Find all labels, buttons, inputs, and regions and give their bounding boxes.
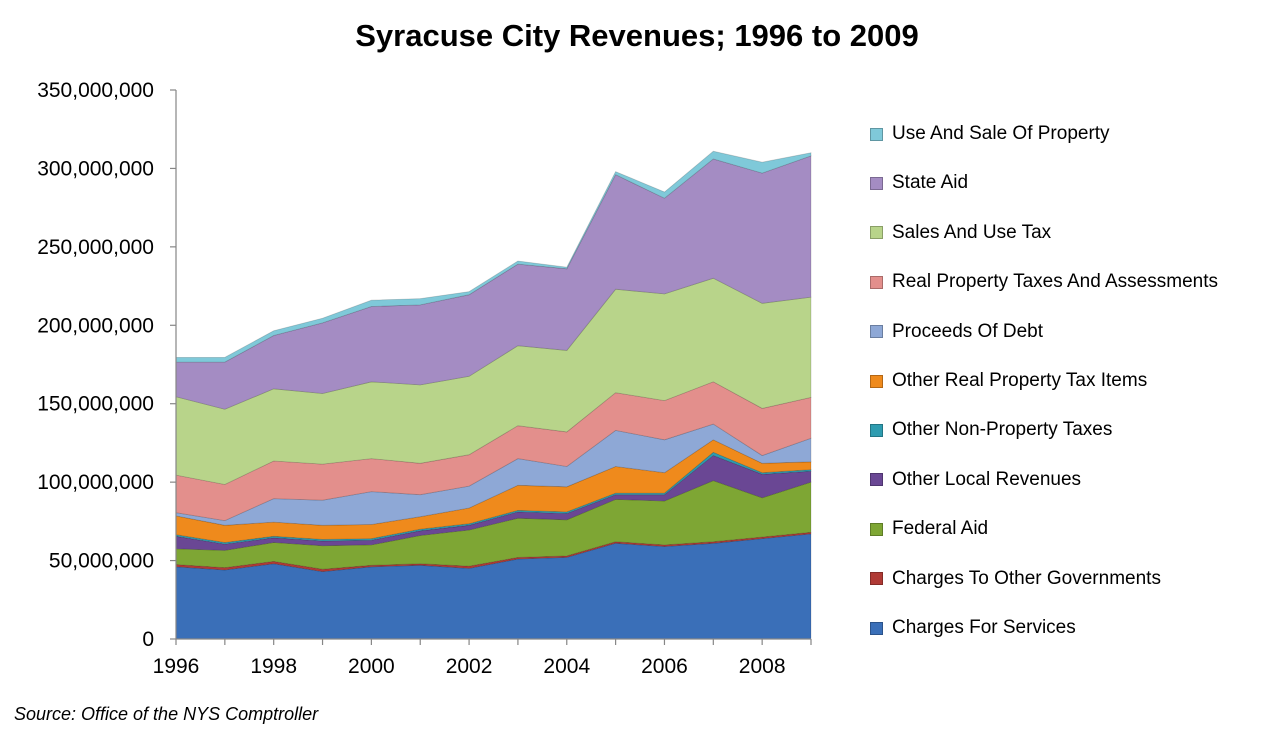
legend-item-proceeds-of-debt: Proceeds Of Debt: [870, 318, 1043, 346]
legend-swatch: [870, 572, 883, 586]
legend-item-sales-and-use-tax: Sales And Use Tax: [870, 219, 1051, 247]
legend-item-charges-for-services: Charges For Services: [870, 614, 1076, 642]
legend-item-charges-to-other-governments: Charges To Other Governments: [870, 565, 1161, 593]
y-tick-label: 200,000,000: [37, 314, 154, 337]
y-tick-label: 300,000,000: [37, 157, 154, 180]
legend-swatch: [870, 621, 883, 635]
legend-swatch: [870, 522, 883, 536]
area-federal-aid: [175, 480, 812, 570]
x-tick-label: 1998: [250, 655, 297, 678]
legend-swatch: [870, 423, 883, 437]
legend-swatch: [870, 176, 883, 190]
y-tick-label: 100,000,000: [37, 471, 154, 494]
area-real-property-taxes-and-assessments: [175, 381, 812, 522]
x-tick-label: 2008: [739, 655, 786, 678]
legend-swatch: [870, 127, 883, 141]
legend-label: Use And Sale Of Property: [892, 123, 1110, 144]
axes-layer: [170, 89, 812, 645]
y-tick-label: 50,000,000: [49, 550, 154, 573]
legend-item-other-non-property-taxes: Other Non-Property Taxes: [870, 416, 1112, 444]
legend-label: Other Local Revenues: [892, 468, 1082, 490]
x-tick-label: 1996: [153, 655, 200, 678]
legend-label: Other Real Property Tax Items: [892, 370, 1148, 391]
area-use-and-sale-of-property: [175, 150, 812, 363]
legend-swatch: [870, 226, 883, 240]
area-other-local-revenues: [175, 455, 812, 551]
legend-swatch: [870, 275, 883, 289]
legend-label: Proceeds Of Debt: [892, 320, 1044, 342]
legend-label: Charges To Other Governments: [892, 567, 1161, 589]
legend-label: Other Non-Property Taxes: [892, 419, 1113, 441]
x-tick-label: 2004: [543, 655, 590, 678]
source-note: Source: Office of the NYS Comptroller: [14, 704, 319, 724]
chart-title: Syracuse City Revenues; 1996 to 2009: [355, 18, 919, 53]
legend-swatch: [870, 374, 883, 388]
legend-label: Sales And Use Tax: [892, 221, 1052, 243]
legend-item-other-real-property-tax-items: Other Real Property Tax Items: [870, 367, 1147, 395]
legend-label: Charges For Services: [892, 617, 1076, 638]
x-tick-label: 2000: [348, 655, 395, 678]
legend-item-federal-aid: Federal Aid: [870, 515, 988, 543]
legend-label: Federal Aid: [892, 518, 989, 540]
legend-swatch: [870, 473, 883, 487]
y-tick-label: 250,000,000: [37, 236, 154, 259]
y-tick-label: 0: [142, 628, 154, 651]
area-sales-and-use-tax: [175, 277, 812, 485]
y-tick-label: 350,000,000: [37, 79, 154, 102]
x-tick-label: 2002: [446, 655, 493, 678]
tick-labels-layer: 0 50,000,000 100,000,000 150,000,000 200,000…: [37, 79, 785, 678]
legend-item-real-property-taxes-and-assessments: Real Property Taxes And Assessments: [870, 268, 1218, 296]
x-tick-label: 2006: [641, 655, 688, 678]
legend-label: State Aid: [892, 172, 969, 194]
legend-swatch: [870, 325, 883, 339]
legend-label: Real Property Taxes And Assessments: [892, 271, 1218, 293]
legend-item-state-aid: State Aid: [870, 169, 968, 197]
legend-item-other-local-revenues: Other Local Revenues: [870, 466, 1081, 494]
legend-item-use-and-sale-of-property: Use And Sale Of Property: [870, 120, 1110, 148]
y-tick-label: 150,000,000: [37, 393, 154, 416]
area-series-layer: [175, 150, 812, 640]
